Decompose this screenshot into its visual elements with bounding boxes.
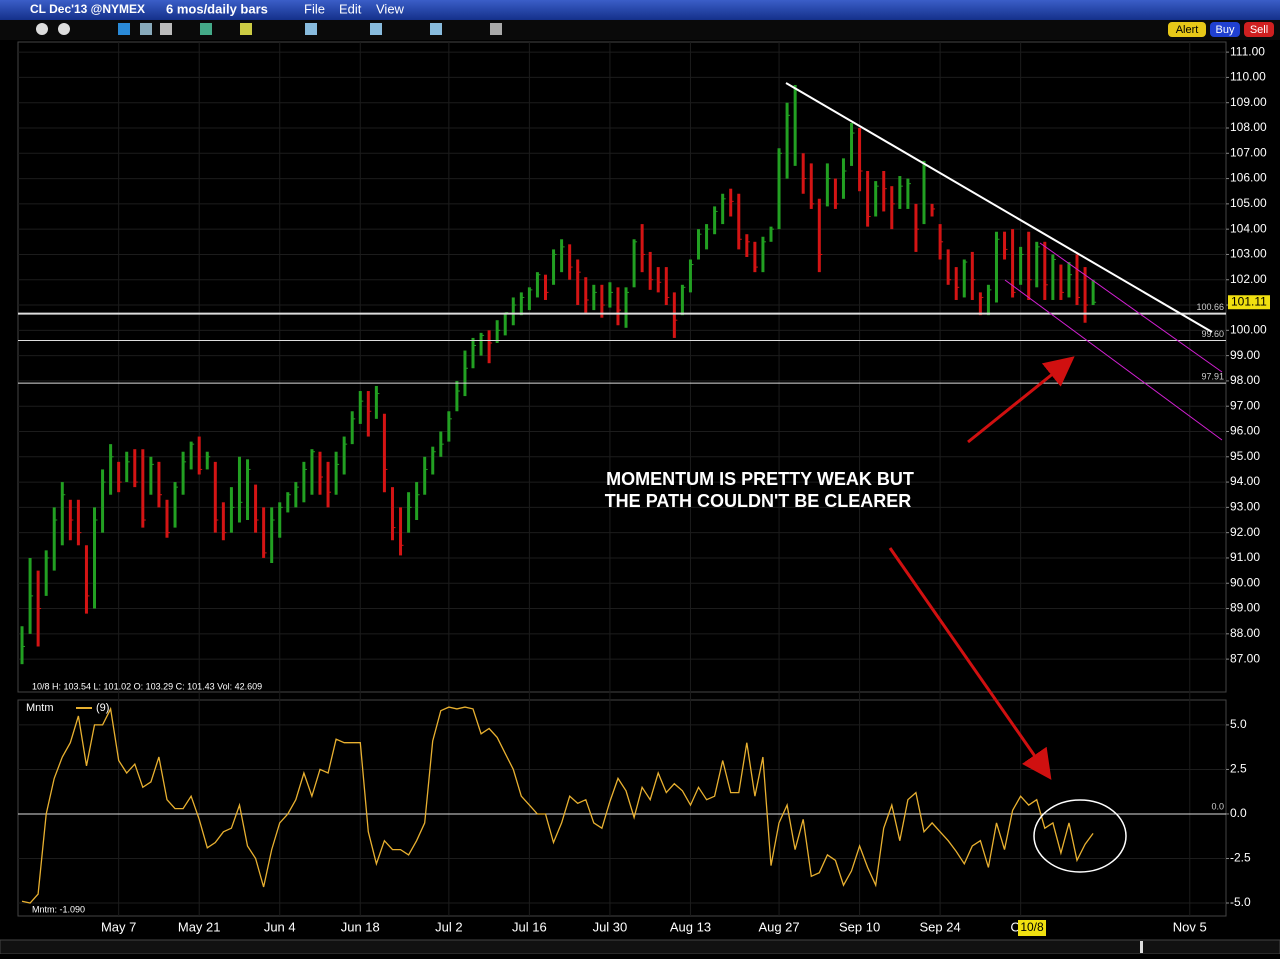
level-label: 99.60 [1201,329,1224,339]
momentum-panel [17,699,1227,917]
y-tick-label: 93.00 [1230,500,1260,514]
trend-lines [785,82,1223,873]
current-momentum: Mntm: -1.090 [32,904,85,914]
navigator[interactable] [0,939,1280,955]
x-tick-label: May 21 [178,919,221,934]
y-tick-label: 91.00 [1230,550,1260,564]
price-panel [17,41,1227,693]
y-tick-label: -2.5 [1230,851,1251,865]
y-tick-label: 100.00 [1230,322,1267,336]
y-tick-label: 0.0 [1230,806,1247,820]
level-label: 100.66 [1196,302,1224,312]
indicator-name[interactable]: Mntm [26,702,54,714]
title-bar [0,0,1280,20]
cursor-date-box [1018,920,1046,936]
y-tick-label: 90.00 [1230,575,1260,589]
y-tick-label: 110.00 [1230,70,1266,84]
plot-layer: 87.00 88.00 89.00 90.00 91.00 92.00 93.00 94.00… [18,42,1270,953]
x-tick-label: Jul 16 [512,919,547,934]
buy-label[interactable]: Buy [1216,24,1235,36]
menu[interactable]: View [376,1,405,16]
tool-bar [0,20,1280,40]
sell-button[interactable] [1244,22,1274,37]
y-tick-label: 102.00 [1230,272,1267,286]
x-tick-label: May 7 [101,919,136,934]
y-tick-label: 97.00 [1230,398,1260,412]
momentum-line [21,706,1094,904]
x-tick-label: Aug 13 [670,919,711,934]
info-line: 10/8 H: 103.54 L: 101.02 O: 103.29 C: 10… [32,681,262,691]
y-tick-label: 108.00 [1230,120,1267,134]
cursor-date: 10/8 [1020,920,1044,934]
y-tick-label: 107.00 [1230,145,1267,159]
y-tick-label: 95.00 [1230,449,1260,463]
annotation: THE PATH COULDN'T BE CLEARER [605,491,912,511]
buy-button[interactable] [1210,22,1240,37]
y-tick-label: 87.00 [1230,651,1260,665]
x-tick-label: Sep 10 [839,919,880,934]
y-tick-label: -5.0 [1230,895,1251,909]
y-tick-label: 98.00 [1230,373,1260,387]
annotation: MOMENTUM IS PRETTY WEAK BUT [606,469,914,489]
x-tick-label: Jul 30 [593,919,628,934]
last-price-label: 101.11 [1231,294,1267,308]
level-label: 97.91 [1201,372,1224,382]
sell-label[interactable]: Sell [1250,24,1268,36]
y-tick-label: 94.00 [1230,474,1260,488]
y-tick-label: 111.00 [1230,44,1265,58]
period[interactable]: 6 mos/daily bars [166,1,268,16]
y-tick-label: 88.00 [1230,626,1260,640]
y-tick-label: 89.00 [1230,601,1260,615]
indicator-period: (9) [96,702,109,714]
y-tick-label: 105.00 [1230,196,1267,210]
x-tick-label: Jul 2 [435,919,462,934]
y-tick-label: 99.00 [1230,348,1260,362]
symbol[interactable]: CL Dec'13 @NYMEX [30,2,145,16]
toolbar-icons [36,23,502,35]
alert-label[interactable]: Alert [1176,24,1199,36]
x-tick-label: Nov 5 [1173,919,1207,934]
menu[interactable]: File [304,1,325,16]
y-tick-label: 106.00 [1230,171,1267,185]
x-tick-label: Aug 27 [758,919,799,934]
navigator-handle[interactable] [1140,941,1143,953]
y-tick-label: 5.0 [1230,717,1247,731]
y-tick-label: 92.00 [1230,525,1260,539]
zero-label: 0.0 [1211,801,1224,811]
last-price-box [1228,295,1270,310]
y-tick-label: 103.00 [1230,247,1267,261]
y-tick-label: 96.00 [1230,424,1260,438]
alert-button[interactable] [1168,22,1206,37]
x-tick-label: Sep 24 [920,919,961,934]
y-tick-label: 109.00 [1230,95,1267,109]
x-tick-label: Jun 18 [341,919,380,934]
y-tick-label: 2.5 [1230,762,1247,776]
menu[interactable]: Edit [339,1,362,16]
x-tick-label: Jun 4 [264,919,296,934]
y-tick-label: 104.00 [1230,221,1267,235]
